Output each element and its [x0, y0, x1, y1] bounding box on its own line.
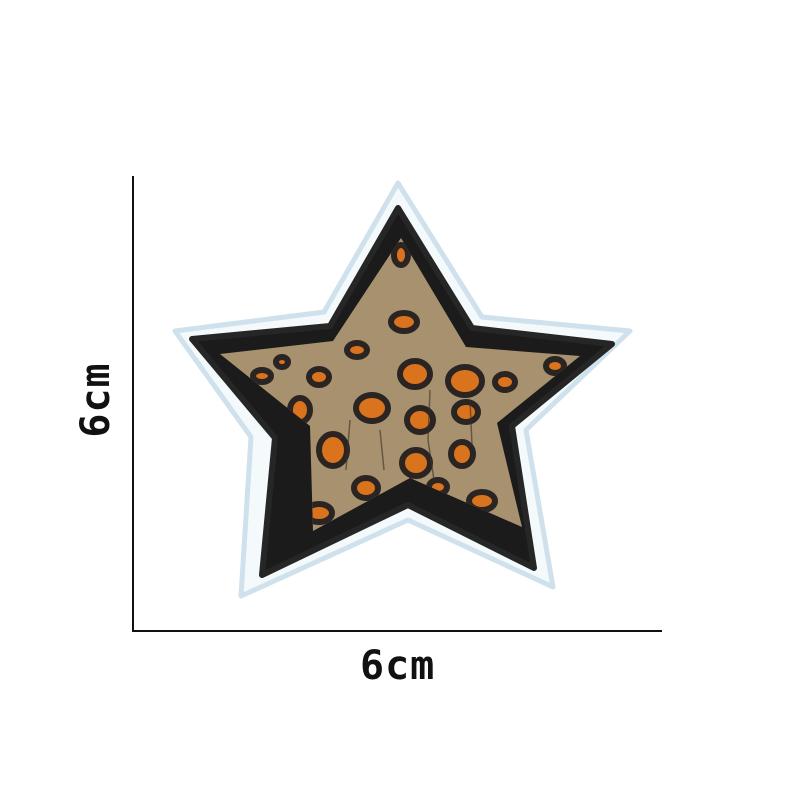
patch-fill: [220, 238, 580, 531]
height-dimension-line: [132, 176, 134, 632]
width-label: 6cm: [360, 643, 436, 689]
leopard-spots: [250, 242, 567, 525]
width-dimension-line: [132, 630, 662, 632]
stitch-lines: [345, 389, 473, 481]
